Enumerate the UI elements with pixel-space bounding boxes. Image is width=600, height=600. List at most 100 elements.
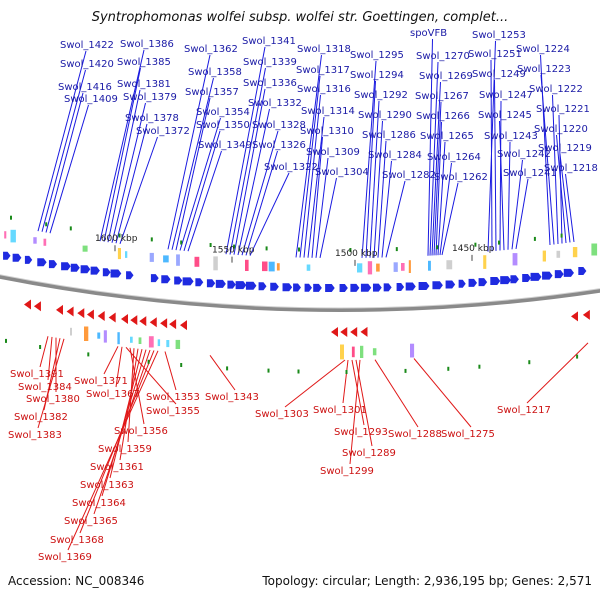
feature-block bbox=[410, 343, 415, 358]
forward-gene-arrow bbox=[215, 279, 226, 288]
feature-block bbox=[276, 263, 280, 271]
top-label-leader bbox=[381, 160, 392, 258]
bottom-label-leader bbox=[93, 349, 151, 515]
rna-mark bbox=[297, 369, 300, 374]
top-label-leader bbox=[49, 104, 89, 234]
bottom-gene-label: Swol_1293 bbox=[334, 427, 388, 438]
reverse-gene-arrow bbox=[331, 326, 338, 337]
bottom-gene-label: Swol_1275 bbox=[441, 429, 495, 440]
reverse-gene-arrow bbox=[56, 304, 63, 315]
feature-block bbox=[117, 332, 120, 345]
feature-block bbox=[376, 263, 380, 272]
forward-gene-arrow bbox=[150, 274, 159, 283]
forward-gene-arrow bbox=[90, 266, 100, 275]
forward-gene-arrow bbox=[490, 277, 501, 286]
bottom-label-leader bbox=[129, 347, 145, 425]
top-gene-label: Swol_1362 bbox=[184, 44, 238, 55]
top-label-leader bbox=[175, 97, 211, 251]
bottom-gene-label: Swol_1369 bbox=[38, 552, 92, 563]
accession-text: Accession: NC_008346 bbox=[8, 574, 145, 588]
rna-mark bbox=[436, 245, 439, 250]
top-gene-label: Swol_1328 bbox=[252, 120, 306, 131]
feature-block bbox=[125, 251, 128, 258]
map-title: Syntrophomonas wolfei subsp. wolfei str.… bbox=[91, 10, 509, 25]
genome-backbone bbox=[0, 274, 600, 312]
rna-mark bbox=[498, 240, 500, 245]
top-gene-label: Swol_1341 bbox=[242, 36, 296, 47]
top-label-leader bbox=[41, 69, 86, 232]
top-gene-label: Swol_1284 bbox=[368, 150, 422, 161]
top-label-leader bbox=[369, 100, 380, 258]
feature-block bbox=[367, 261, 373, 275]
bottom-gene-label: Swol_1353 bbox=[146, 392, 200, 403]
feature-block bbox=[97, 332, 101, 339]
bottom-label-leader bbox=[342, 359, 349, 404]
feature-block bbox=[572, 247, 578, 258]
rna-mark bbox=[298, 247, 300, 252]
feature-block bbox=[4, 231, 7, 239]
top-gene-label: Swol_1358 bbox=[188, 67, 242, 78]
forward-gene-arrow bbox=[24, 255, 33, 264]
feature-block bbox=[157, 339, 161, 347]
forward-gene-arrow bbox=[61, 262, 71, 271]
forward-gene-arrow bbox=[37, 258, 47, 267]
top-gene-label: Swol_1222 bbox=[529, 84, 583, 95]
top-gene-label: Swol_1249 bbox=[472, 69, 526, 80]
bottom-label-leader bbox=[47, 336, 53, 381]
bottom-gene-label: Swol_1391 bbox=[10, 369, 64, 380]
top-label-leader bbox=[99, 49, 145, 242]
top-label-leader bbox=[385, 180, 406, 258]
feature-block bbox=[175, 339, 181, 349]
forward-gene-arrow bbox=[458, 279, 466, 288]
feature-block bbox=[194, 256, 200, 267]
reverse-gene-arrow bbox=[169, 319, 177, 330]
top-label-leader bbox=[187, 150, 222, 252]
bottom-gene-label: Swol_1383 bbox=[8, 430, 62, 441]
top-label-leader bbox=[365, 80, 376, 258]
top-label-leader bbox=[499, 100, 502, 251]
rna-mark bbox=[447, 366, 450, 371]
top-label-leader bbox=[319, 177, 337, 259]
rna-mark bbox=[209, 243, 212, 247]
forward-gene-arrow bbox=[468, 278, 477, 287]
feature-block bbox=[360, 345, 364, 358]
feature-block bbox=[556, 250, 561, 258]
bottom-gene-label: Swol_1289 bbox=[342, 448, 396, 459]
forward-gene-arrow bbox=[522, 273, 531, 282]
bottom-label-leader bbox=[37, 338, 65, 429]
bottom-label-leader bbox=[209, 355, 236, 391]
forward-gene-arrow bbox=[510, 275, 519, 284]
top-gene-label: Swol_1381 bbox=[117, 79, 171, 90]
top-gene-label: Swol_1317 bbox=[296, 65, 350, 76]
top-label-leader bbox=[315, 157, 329, 258]
forward-gene-arrow bbox=[174, 276, 183, 285]
feature-block bbox=[408, 260, 411, 273]
forward-gene-arrow bbox=[304, 283, 312, 292]
rna-mark bbox=[69, 226, 72, 231]
bottom-label-leader bbox=[125, 346, 177, 405]
forward-gene-arrow bbox=[578, 267, 587, 276]
top-label-leader bbox=[171, 77, 214, 250]
top-gene-label: Swol_1242 bbox=[497, 149, 551, 160]
top-label-leader bbox=[179, 117, 221, 251]
feature-block bbox=[428, 260, 431, 271]
rna-mark bbox=[5, 338, 7, 343]
bottom-gene-label: Swol_1299 bbox=[320, 466, 374, 477]
top-gene-label: Swol_1224 bbox=[516, 44, 570, 55]
reverse-gene-arrow bbox=[77, 308, 85, 319]
top-gene-label: Swol_1332 bbox=[248, 98, 302, 109]
top-label-leader bbox=[295, 54, 322, 258]
feature-block bbox=[138, 337, 142, 344]
top-label-leader bbox=[229, 67, 266, 255]
forward-gene-arrow bbox=[3, 251, 11, 260]
forward-gene-arrow bbox=[182, 277, 194, 286]
top-gene-label: Swol_1372 bbox=[136, 126, 190, 137]
top-gene-label: Swol_1270 bbox=[416, 51, 470, 62]
top-gene-label: Swol_1304 bbox=[315, 167, 369, 178]
top-label-leader bbox=[427, 38, 433, 256]
scale-tick-label: 1600 kbp bbox=[95, 234, 138, 244]
top-label-leader bbox=[361, 60, 377, 258]
top-gene-label: Swol_1219 bbox=[538, 143, 592, 154]
top-label-leader bbox=[556, 134, 567, 244]
